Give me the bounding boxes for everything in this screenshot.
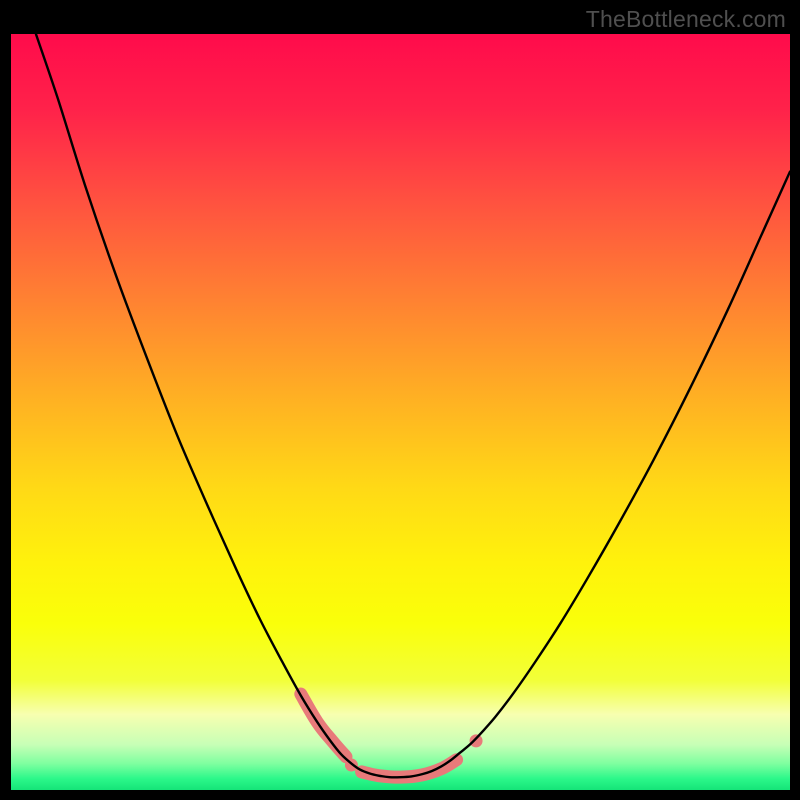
watermark-text: TheBottleneck.com: [586, 6, 786, 33]
chart-plot-area: [11, 34, 790, 790]
highlight-dot-1: [470, 734, 483, 747]
chart-svg: [11, 34, 790, 790]
chart-background: [11, 34, 790, 790]
stage: TheBottleneck.com: [0, 0, 800, 800]
